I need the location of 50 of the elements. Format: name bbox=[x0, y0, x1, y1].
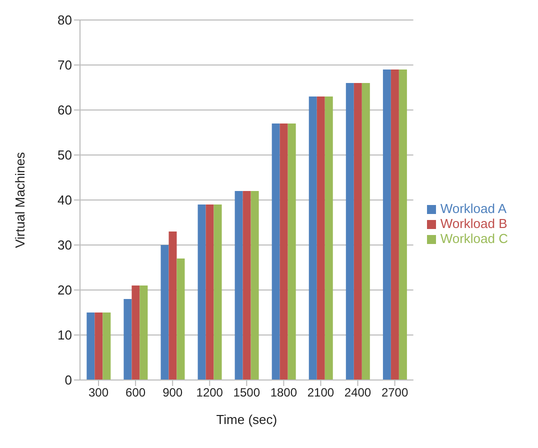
y-tick-label: 30 bbox=[58, 238, 72, 253]
x-tick-label: 600 bbox=[126, 386, 146, 400]
legend-label: Workload C bbox=[440, 230, 508, 246]
bar bbox=[102, 312, 111, 380]
x-tick-label: 2700 bbox=[381, 386, 408, 400]
bar bbox=[272, 124, 280, 380]
bar bbox=[176, 258, 185, 380]
bar bbox=[242, 191, 251, 380]
x-tick-label: 1200 bbox=[196, 386, 224, 400]
x-tick-label: 300 bbox=[88, 386, 109, 400]
bar bbox=[288, 124, 296, 380]
x-tick-label: 2100 bbox=[307, 386, 334, 400]
y-tick-label: 40 bbox=[58, 192, 72, 208]
bar bbox=[382, 70, 391, 380]
y-axis-title: Virtual Machines bbox=[12, 152, 28, 248]
bar bbox=[346, 83, 354, 380]
y-tick-label: 10 bbox=[58, 328, 72, 343]
x-tick-label: 900 bbox=[162, 386, 183, 400]
bar bbox=[390, 70, 399, 380]
bar bbox=[124, 299, 132, 380]
bar bbox=[316, 96, 325, 380]
bar bbox=[206, 204, 214, 380]
x-tick-label: 1500 bbox=[233, 386, 260, 400]
y-tick-label: 20 bbox=[58, 282, 72, 298]
bar bbox=[324, 96, 333, 380]
x-axis-title: Time (sec) bbox=[216, 412, 278, 427]
bar bbox=[94, 312, 103, 380]
bar bbox=[234, 191, 243, 380]
bar bbox=[362, 83, 370, 380]
bar bbox=[354, 83, 362, 380]
bar bbox=[214, 204, 222, 380]
bar bbox=[168, 232, 177, 380]
y-tick-label: 0 bbox=[64, 372, 72, 388]
y-tick-label: 70 bbox=[58, 58, 72, 73]
bar bbox=[250, 191, 259, 380]
bar bbox=[398, 70, 407, 380]
y-tick-label: 60 bbox=[58, 102, 72, 118]
legend-label: Workload A bbox=[440, 200, 507, 216]
legend-label: Workload B bbox=[440, 216, 508, 230]
bar bbox=[198, 204, 206, 380]
bar bbox=[160, 245, 169, 380]
x-tick-label: 1800 bbox=[270, 386, 298, 400]
x-tick-label: 2400 bbox=[344, 386, 372, 400]
bar bbox=[308, 96, 317, 380]
bar bbox=[86, 312, 95, 380]
y-tick-label: 50 bbox=[58, 148, 72, 163]
bar bbox=[140, 286, 148, 380]
bar bbox=[280, 124, 288, 380]
bar bbox=[132, 286, 140, 380]
y-tick-label: 80 bbox=[58, 12, 72, 28]
